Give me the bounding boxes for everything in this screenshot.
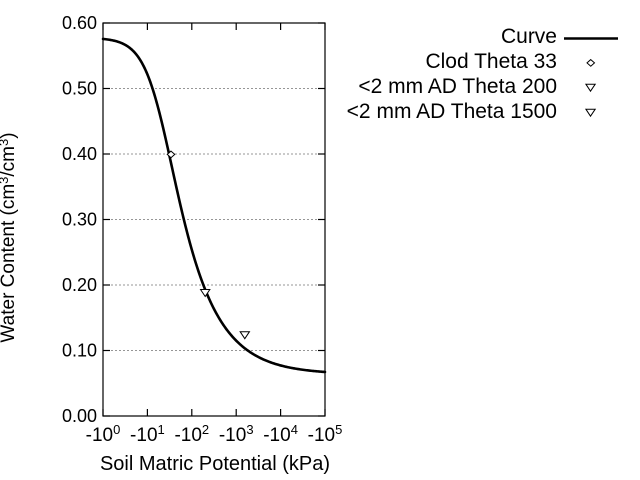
- svg-text:Clod Theta 33: Clod Theta 33: [425, 50, 557, 73]
- svg-text:0.50: 0.50: [62, 79, 97, 99]
- svg-text:Soil Matric Potential (kPa): Soil Matric Potential (kPa): [100, 453, 330, 475]
- svg-text:0.60: 0.60: [62, 13, 97, 33]
- svg-text:Curve: Curve: [501, 25, 557, 48]
- svg-text:0.10: 0.10: [62, 341, 97, 361]
- svg-text:0.30: 0.30: [62, 210, 97, 230]
- svg-text:<2 mm AD Theta 200: <2 mm AD Theta 200: [358, 75, 557, 98]
- svg-text:<2 mm AD Theta 1500: <2 mm AD Theta 1500: [347, 100, 557, 123]
- svg-text:Water Content (cm3/cm3): Water Content (cm3/cm3): [0, 132, 19, 342]
- svg-text:0.00: 0.00: [62, 406, 97, 426]
- svg-text:0.20: 0.20: [62, 275, 97, 295]
- svg-text:0.40: 0.40: [62, 144, 97, 164]
